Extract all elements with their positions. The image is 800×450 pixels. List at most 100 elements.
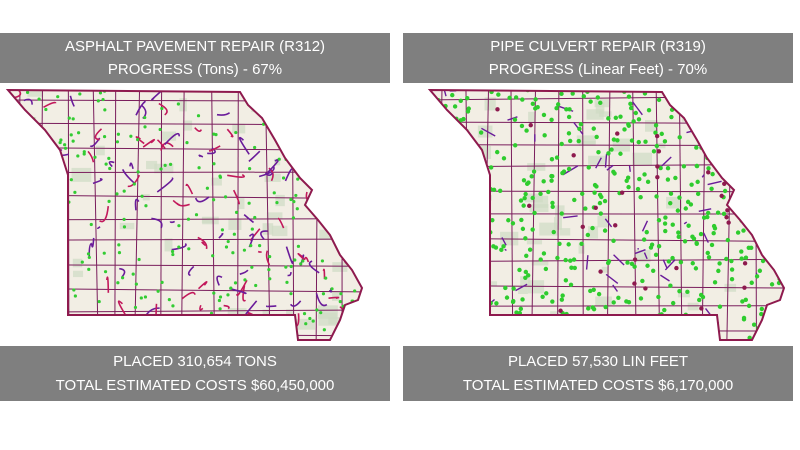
repair-site <box>656 149 662 154</box>
repair-site <box>725 208 730 213</box>
road <box>308 260 320 274</box>
repair-site <box>506 218 511 223</box>
repair-site <box>629 138 635 143</box>
repair-site <box>676 230 681 235</box>
repair-site <box>242 248 247 252</box>
repair-site <box>224 245 229 249</box>
repair-site <box>304 126 308 130</box>
repair-site <box>541 112 547 118</box>
repair-site <box>640 278 645 284</box>
repair-site <box>460 231 465 237</box>
repair-site <box>598 269 603 274</box>
repair-site <box>757 165 762 170</box>
repair-site <box>453 220 458 225</box>
repair-site <box>655 174 660 180</box>
road <box>194 127 203 132</box>
road <box>176 202 190 207</box>
repair-site <box>122 189 126 193</box>
repair-site <box>483 312 488 318</box>
repair-site <box>451 306 457 311</box>
land-patch <box>430 131 432 139</box>
road <box>236 279 248 297</box>
repair-site <box>441 110 446 116</box>
road <box>683 221 688 225</box>
repair-site <box>609 334 615 340</box>
repair-site <box>470 336 476 340</box>
repair-site <box>50 231 54 235</box>
header-title: ASPHALT PAVEMENT REPAIR (R312) <box>65 38 325 55</box>
repair-site <box>488 165 494 170</box>
repair-site <box>772 121 777 126</box>
repair-site <box>348 167 353 172</box>
repair-site <box>591 287 596 292</box>
road <box>37 245 45 255</box>
land-patch <box>588 155 606 165</box>
repair-site <box>450 229 455 235</box>
repair-site <box>102 134 107 139</box>
repair-site <box>78 92 82 96</box>
repair-site <box>695 191 701 197</box>
repair-site <box>628 101 633 107</box>
repair-site <box>76 154 80 158</box>
repair-site <box>16 124 20 128</box>
repair-site <box>302 312 307 316</box>
repair-site <box>258 243 262 248</box>
repair-site <box>30 144 34 149</box>
repair-site <box>516 326 522 331</box>
repair-site <box>626 94 632 99</box>
repair-site <box>299 262 303 266</box>
road <box>454 182 461 187</box>
repair-site <box>188 320 192 324</box>
repair-site <box>598 211 604 216</box>
repair-site <box>681 164 687 169</box>
repair-site <box>176 102 180 106</box>
repair-site <box>611 137 617 142</box>
repair-site <box>533 97 538 102</box>
repair-site <box>706 255 712 260</box>
repair-site <box>452 126 458 131</box>
repair-site <box>159 167 163 171</box>
road <box>662 259 668 269</box>
repair-site <box>87 267 91 271</box>
repair-site <box>324 276 328 280</box>
repair-site <box>612 171 617 176</box>
repair-site <box>629 261 635 267</box>
repair-site <box>709 186 714 191</box>
repair-site <box>422 316 426 320</box>
road <box>334 110 345 118</box>
footer-bar <box>403 346 793 401</box>
repair-site <box>767 108 773 113</box>
repair-site <box>613 223 618 228</box>
repair-site <box>253 333 257 337</box>
land-patch <box>484 97 496 111</box>
repair-site <box>578 122 584 127</box>
road <box>703 232 709 243</box>
road <box>293 110 304 120</box>
repair-site <box>443 154 449 159</box>
road <box>507 116 518 121</box>
repair-site <box>742 285 747 290</box>
repair-site <box>134 282 138 286</box>
land-patch <box>262 309 270 317</box>
repair-site <box>636 139 641 145</box>
repair-site <box>63 143 67 147</box>
road <box>156 177 174 193</box>
repair-site <box>609 147 614 152</box>
repair-site <box>438 235 443 240</box>
repair-site <box>770 145 776 151</box>
repair-site <box>717 304 723 309</box>
repair-site <box>10 229 14 233</box>
repair-site <box>697 297 702 303</box>
repair-site <box>581 335 586 340</box>
repair-site <box>766 97 772 102</box>
repair-site <box>766 183 772 189</box>
repair-site <box>550 299 555 304</box>
repair-site <box>212 198 216 202</box>
repair-site <box>524 253 529 258</box>
repair-site <box>662 307 667 313</box>
repair-site <box>559 211 564 216</box>
repair-site <box>156 289 160 293</box>
county-line <box>211 90 215 340</box>
repair-site <box>777 114 782 120</box>
repair-site <box>16 284 20 288</box>
